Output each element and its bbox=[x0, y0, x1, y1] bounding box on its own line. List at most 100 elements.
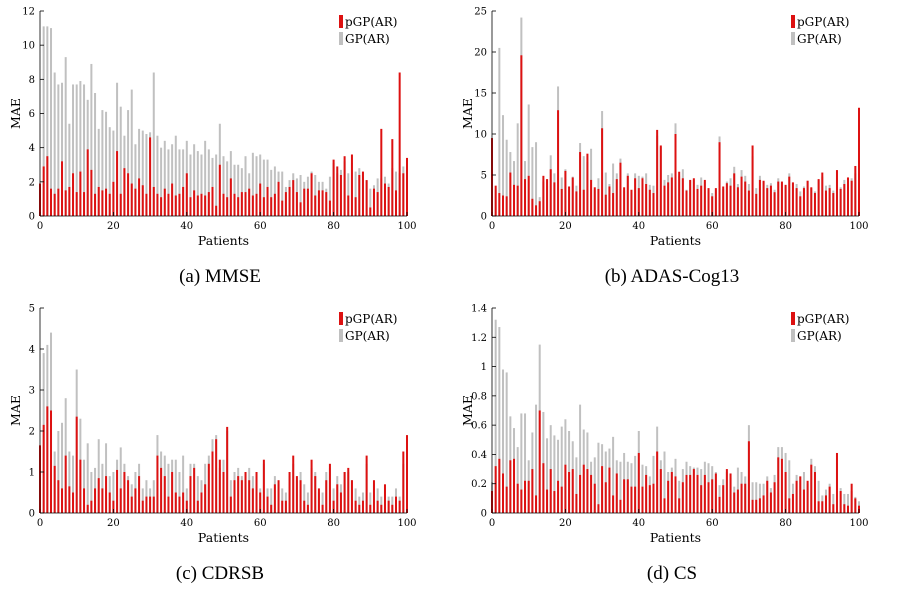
bar-gp bbox=[138, 128, 141, 216]
bar-pgp bbox=[130, 496, 133, 513]
bar-pgp bbox=[94, 193, 97, 216]
bar-pgp bbox=[791, 493, 794, 513]
x-axis-label: Patients bbox=[198, 530, 249, 545]
bar-pgp bbox=[167, 193, 170, 216]
bar-gp bbox=[145, 134, 148, 216]
y-axis-label: MAE bbox=[8, 98, 23, 129]
bar-gp bbox=[663, 451, 666, 513]
bar-pgp bbox=[707, 482, 710, 513]
bar-gp bbox=[557, 439, 560, 513]
bar-gp bbox=[788, 460, 791, 513]
y-tick-label: 4 bbox=[29, 345, 35, 356]
bar-pgp bbox=[788, 176, 791, 216]
bar-gp bbox=[119, 447, 122, 513]
bar-pgp bbox=[718, 496, 721, 513]
bar-pgp bbox=[112, 500, 115, 513]
bar-pgp bbox=[557, 480, 560, 513]
y-tick-label: 3 bbox=[29, 386, 35, 397]
bar-pgp bbox=[138, 178, 141, 216]
bar-pgp bbox=[112, 181, 115, 216]
bar-pgp bbox=[83, 488, 86, 513]
bar-pgp bbox=[546, 489, 549, 513]
bar-pgp bbox=[339, 175, 342, 216]
bar-pgp bbox=[674, 476, 677, 513]
bar-gp bbox=[152, 72, 155, 216]
bar-pgp bbox=[615, 179, 618, 216]
bar-pgp bbox=[380, 504, 383, 513]
bar-pgp bbox=[568, 472, 571, 513]
bar-pgp bbox=[568, 186, 571, 216]
bar-pgp bbox=[637, 452, 640, 513]
y-tick-label: 1 bbox=[481, 362, 487, 373]
bar-pgp bbox=[68, 186, 71, 216]
y-tick-label: 4 bbox=[29, 143, 35, 154]
bar-gp bbox=[90, 472, 93, 513]
bar-pgp bbox=[725, 469, 728, 513]
x-tick-label: 40 bbox=[632, 518, 645, 529]
bar-gp bbox=[86, 443, 89, 513]
bar-pgp bbox=[127, 173, 130, 216]
bar-pgp bbox=[854, 165, 857, 216]
bar-pgp bbox=[689, 474, 692, 513]
bar-gp bbox=[130, 89, 133, 216]
bar-pgp bbox=[854, 498, 857, 513]
bar-pgp bbox=[623, 479, 626, 513]
bar-gp bbox=[105, 111, 108, 216]
bar-pgp bbox=[725, 183, 728, 216]
y-tick-label: 0 bbox=[29, 509, 35, 520]
bar-pgp bbox=[292, 455, 295, 513]
bar-pgp bbox=[90, 500, 93, 513]
bar-pgp bbox=[53, 193, 56, 216]
bar-pgp bbox=[832, 504, 835, 513]
bar-pgp bbox=[858, 107, 860, 216]
y-tick-label: 0 bbox=[481, 212, 487, 223]
bar-pgp bbox=[832, 193, 835, 216]
bar-pgp bbox=[758, 179, 761, 216]
bar-pgp bbox=[714, 473, 717, 513]
bar-gp bbox=[178, 149, 181, 216]
bar-pgp bbox=[321, 504, 324, 513]
bar-pgp bbox=[387, 500, 390, 513]
bar-gp bbox=[204, 140, 207, 216]
bar-gp bbox=[108, 127, 111, 216]
bar-gp bbox=[141, 130, 144, 216]
bar-pgp bbox=[163, 188, 166, 216]
bar-pgp bbox=[369, 207, 372, 216]
bar-pgp bbox=[365, 455, 368, 513]
bar-pgp bbox=[626, 175, 629, 216]
bar-gp bbox=[251, 152, 254, 216]
bar-pgp bbox=[75, 416, 78, 513]
bar-pgp bbox=[509, 172, 512, 216]
bar-gp bbox=[354, 171, 357, 216]
y-tick-label: 1.4 bbox=[471, 304, 487, 315]
bar-gp bbox=[237, 164, 240, 216]
bar-pgp bbox=[46, 406, 49, 513]
legend-box bbox=[789, 310, 859, 344]
bar-pgp bbox=[773, 192, 776, 216]
bar-pgp bbox=[824, 495, 827, 513]
bar-gp bbox=[270, 488, 273, 513]
bar-pgp bbox=[394, 190, 397, 216]
bar-pgp bbox=[171, 472, 174, 513]
bar-gp bbox=[303, 484, 306, 513]
bar-pgp bbox=[215, 205, 218, 216]
x-tick-label: 40 bbox=[180, 221, 193, 232]
bar-gp bbox=[634, 455, 637, 513]
bar-gp bbox=[516, 447, 519, 513]
bar-pgp bbox=[601, 466, 604, 513]
bar-pgp bbox=[273, 193, 276, 216]
x-axis-label: Patients bbox=[650, 530, 701, 545]
bar-pgp bbox=[372, 480, 375, 513]
bar-pgp bbox=[372, 188, 375, 216]
bar-pgp bbox=[516, 185, 519, 216]
y-tick-label: 12 bbox=[22, 7, 35, 18]
bar-pgp bbox=[105, 476, 108, 513]
bar-pgp bbox=[200, 492, 203, 513]
bar-gp bbox=[535, 142, 538, 216]
bar-pgp bbox=[156, 455, 159, 513]
bar-gp bbox=[101, 110, 104, 216]
bar-pgp bbox=[626, 479, 629, 513]
bar-pgp bbox=[604, 194, 607, 216]
bar-pgp bbox=[174, 195, 177, 216]
bar-gp bbox=[531, 147, 534, 216]
